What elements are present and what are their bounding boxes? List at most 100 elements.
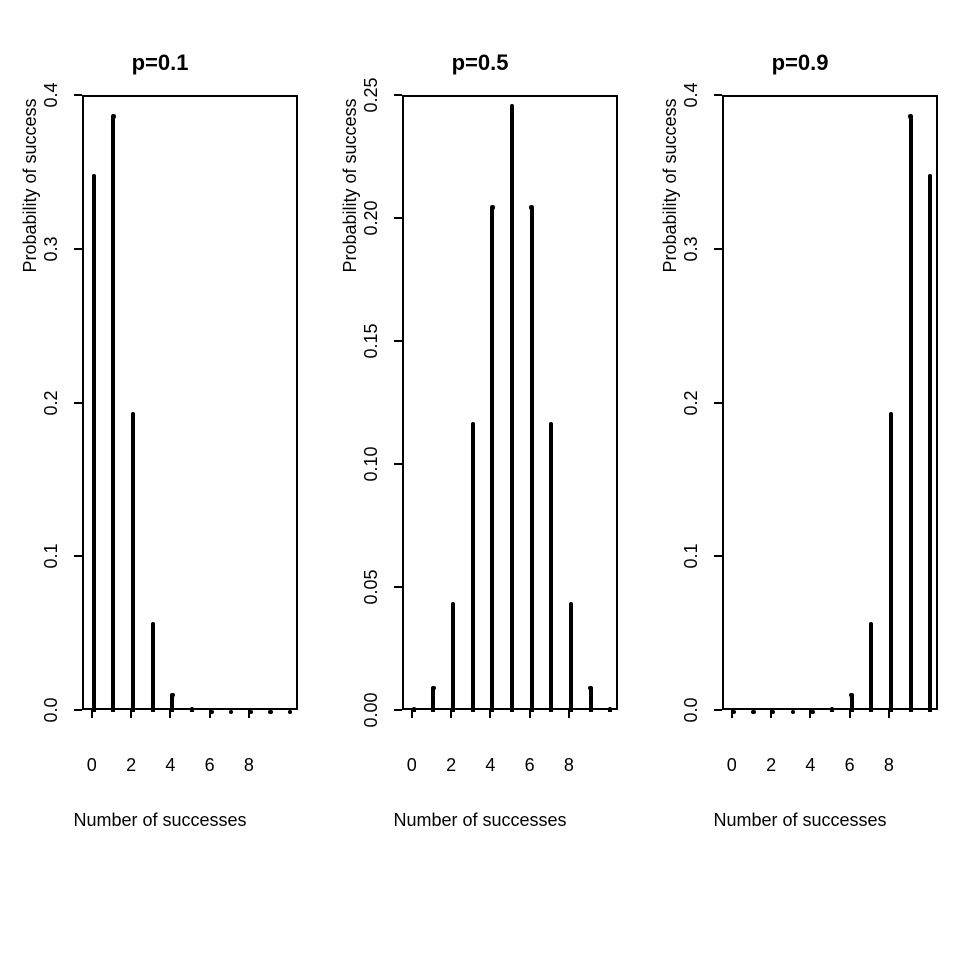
bar <box>589 688 593 712</box>
panel-0: p=0.1024680.00.10.20.30.4Number of succe… <box>0 0 320 960</box>
bar <box>431 688 435 712</box>
y-tick-label: 0.1 <box>41 544 62 569</box>
x-tick-mark <box>450 710 452 718</box>
y-axis-label: Probability of success <box>20 0 41 493</box>
panel-title: p=0.5 <box>320 50 640 76</box>
bar <box>92 176 96 712</box>
y-tick-label: 0.2 <box>41 390 62 415</box>
bar <box>869 624 873 712</box>
y-tick-label: 0.1 <box>681 544 702 569</box>
y-tick-label: 0.15 <box>361 323 382 358</box>
y-tick-mark <box>714 94 722 96</box>
bar <box>889 414 893 712</box>
x-tick-mark <box>529 710 531 718</box>
point-marker <box>569 602 573 606</box>
panel-title: p=0.1 <box>0 50 320 76</box>
point-marker <box>830 707 834 711</box>
y-tick-label: 0.25 <box>361 77 382 112</box>
y-tick-mark <box>714 555 722 557</box>
y-tick-label: 0.05 <box>361 569 382 604</box>
y-tick-label: 0.4 <box>681 82 702 107</box>
bar <box>510 107 514 712</box>
x-axis-label: Number of successes <box>0 810 320 831</box>
point-marker <box>529 205 533 209</box>
x-tick-label: 4 <box>805 755 815 776</box>
x-tick-label: 4 <box>485 755 495 776</box>
y-tick-mark <box>714 402 722 404</box>
point-marker <box>849 693 853 697</box>
panel-2: p=0.9024680.00.10.20.30.4Number of succe… <box>640 0 960 960</box>
plot-area <box>82 95 298 710</box>
bar <box>451 604 455 712</box>
x-tick-mark <box>809 710 811 718</box>
y-tick-mark <box>394 217 402 219</box>
point-marker <box>92 174 96 178</box>
bar <box>909 116 913 712</box>
y-tick-label: 0.00 <box>361 692 382 727</box>
y-tick-label: 0.3 <box>41 236 62 261</box>
bar <box>490 208 494 712</box>
point-marker <box>908 114 912 118</box>
point-marker <box>588 686 592 690</box>
x-tick-label: 6 <box>845 755 855 776</box>
x-tick-label: 0 <box>727 755 737 776</box>
x-tick-mark <box>130 710 132 718</box>
x-tick-label: 2 <box>126 755 136 776</box>
y-tick-mark <box>714 709 722 711</box>
point-marker <box>288 710 292 714</box>
point-marker <box>170 693 174 697</box>
point-marker <box>510 104 514 108</box>
y-tick-mark <box>74 402 82 404</box>
x-tick-mark <box>731 710 733 718</box>
bar <box>151 624 155 712</box>
point-marker <box>751 710 755 714</box>
x-tick-mark <box>411 710 413 718</box>
y-tick-label: 0.20 <box>361 200 382 235</box>
figure-root: p=0.1 0 2 4 6 8 0.0 0.1 0.2 0.3 0.4 Number of succe… <box>0 0 960 960</box>
x-tick-label: 6 <box>205 755 215 776</box>
x-tick-mark <box>568 710 570 718</box>
y-tick-label: 0.0 <box>681 697 702 722</box>
bar <box>111 116 115 712</box>
plot-area <box>402 95 618 710</box>
y-tick-mark <box>394 463 402 465</box>
bar <box>131 414 135 712</box>
x-tick-label: 8 <box>564 755 574 776</box>
bar <box>569 604 573 712</box>
bar <box>530 208 534 712</box>
x-tick-label: 2 <box>766 755 776 776</box>
bar <box>471 424 475 712</box>
y-tick-mark <box>394 94 402 96</box>
point-marker <box>229 710 233 714</box>
x-axis-label: Number of successes <box>320 810 640 831</box>
x-tick-label: 0 <box>407 755 417 776</box>
x-tick-mark <box>248 710 250 718</box>
x-tick-mark <box>489 710 491 718</box>
point-marker <box>151 622 155 626</box>
x-tick-mark <box>209 710 211 718</box>
y-tick-label: 0.2 <box>681 390 702 415</box>
x-tick-mark <box>169 710 171 718</box>
y-tick-label: 0.4 <box>41 82 62 107</box>
x-tick-mark <box>91 710 93 718</box>
x-tick-label: 8 <box>884 755 894 776</box>
y-axis-label: Probability of success <box>340 0 361 493</box>
point-marker <box>431 686 435 690</box>
y-tick-mark <box>394 586 402 588</box>
x-tick-mark <box>770 710 772 718</box>
x-tick-label: 8 <box>244 755 254 776</box>
y-tick-mark <box>74 709 82 711</box>
point-marker <box>268 710 272 714</box>
x-tick-mark <box>849 710 851 718</box>
x-tick-label: 0 <box>87 755 97 776</box>
y-tick-mark <box>714 248 722 250</box>
x-tick-label: 6 <box>525 755 535 776</box>
point-marker <box>190 707 194 711</box>
x-axis-label: Number of successes <box>640 810 960 831</box>
x-tick-mark <box>888 710 890 718</box>
y-tick-mark <box>394 340 402 342</box>
panel-title: p=0.9 <box>640 50 960 76</box>
y-tick-mark <box>74 248 82 250</box>
point-marker <box>111 114 115 118</box>
panel-1: p=0.5024680.000.050.100.150.200.25Number… <box>320 0 640 960</box>
